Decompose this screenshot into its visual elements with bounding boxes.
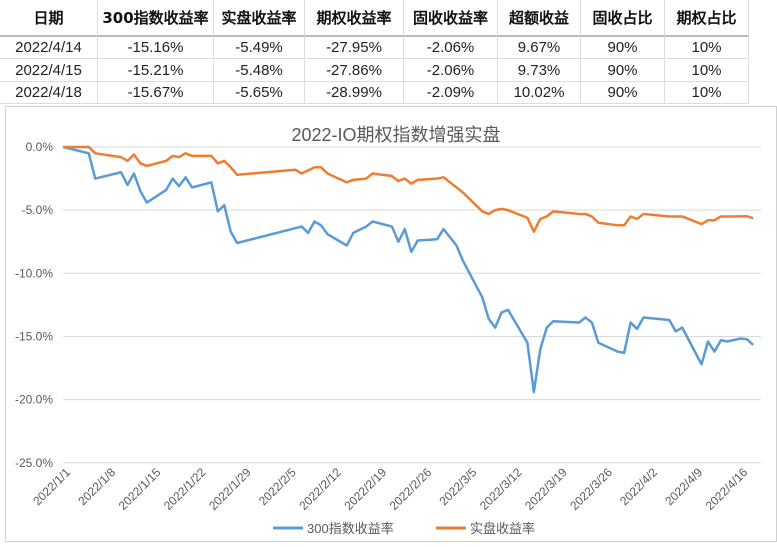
column-header[interactable]: 期权收益率 [305,0,404,37]
column-header[interactable]: 期权占比 [665,0,749,37]
table-cell[interactable]: -2.09% [404,82,498,104]
column-header[interactable]: 超额收益 [498,0,581,37]
table-cell[interactable]: 90% [581,59,665,82]
x-tick-label: 2022/3/26 [567,465,615,513]
table-cell[interactable]: 10% [665,37,749,59]
y-tick-label: -5.0% [22,203,54,217]
column-header[interactable]: 固收占比 [581,0,665,37]
x-tick-label: 2022/3/19 [522,465,570,513]
column-header[interactable]: 日期 [0,0,98,37]
x-tick-label: 2022/1/15 [116,465,164,513]
table-cell[interactable]: -15.16% [98,37,214,59]
column-header[interactable]: 300指数收益率 [98,0,214,37]
x-tick-label: 2022/3/12 [477,465,525,513]
line-chart: 2022-IO期权指数增强实盘 0.0% -5.0% -10.0% -15.0% -20… [15,125,761,536]
table-cell[interactable]: -2.06% [404,59,498,82]
legend-label[interactable]: 300指数收益率 [307,521,394,536]
x-tick-label: 2022/3/5 [437,465,480,508]
table-cell[interactable]: -15.21% [98,59,214,82]
series-line-0[interactable] [62,145,754,394]
y-tick-label: -25.0% [15,456,53,470]
x-tick-label: 2022/2/5 [256,465,299,508]
table-cell[interactable]: -5.65% [214,82,305,104]
x-tick-label: 2022/2/19 [342,465,390,513]
x-tick-label: 2022/2/26 [387,465,435,513]
table-cell[interactable]: 90% [581,82,665,104]
y-tick-label: -20.0% [15,393,53,407]
y-tick-label: 0.0% [26,140,54,154]
y-tick-label: -10.0% [15,266,53,280]
table-cell[interactable]: -5.48% [214,59,305,82]
chart-title: 2022-IO期权指数增强实盘 [291,125,500,145]
x-tick-label: 2022/4/2 [617,465,660,508]
x-tick-label: 2022/1/22 [161,465,209,513]
table-cell[interactable]: 2022/4/14 [0,37,98,59]
table-cell[interactable]: -5.49% [214,37,305,59]
table-cell[interactable]: -28.99% [305,82,404,104]
x-tick-label: 2022/1/8 [75,465,118,508]
chart-container[interactable]: 2022-IO期权指数增强实盘 0.0% -5.0% -10.0% -15.0% -20… [5,106,777,542]
series-line-1[interactable] [63,145,754,233]
table-cell[interactable]: 10% [665,59,749,82]
x-tick-label: 2022/1/1 [30,465,73,508]
x-tick-label: 2022/2/12 [296,465,344,513]
x-tick-label: 2022/1/29 [206,465,254,513]
table-cell[interactable]: 2022/4/15 [0,59,98,82]
table-cell[interactable]: 9.73% [498,59,581,82]
column-header[interactable]: 实盘收益率 [214,0,305,37]
table-cell[interactable]: 10.02% [498,82,581,104]
legend-label[interactable]: 实盘收益率 [470,521,535,536]
table-cell[interactable]: -27.86% [305,59,404,82]
x-tick-label: 2022/4/16 [703,465,751,513]
table-cell[interactable]: 90% [581,37,665,59]
table-cell[interactable]: 10% [665,82,749,104]
column-header[interactable]: 固收收益率 [404,0,498,37]
table-cell[interactable]: 9.67% [498,37,581,59]
y-tick-label: -15.0% [15,329,53,343]
table-cell[interactable]: -27.95% [305,37,404,59]
table-cell[interactable]: -15.67% [98,82,214,104]
table-cell[interactable]: -2.06% [404,37,498,59]
x-tick-label: 2022/4/9 [662,465,705,508]
table-cell[interactable]: 2022/4/18 [0,82,98,104]
